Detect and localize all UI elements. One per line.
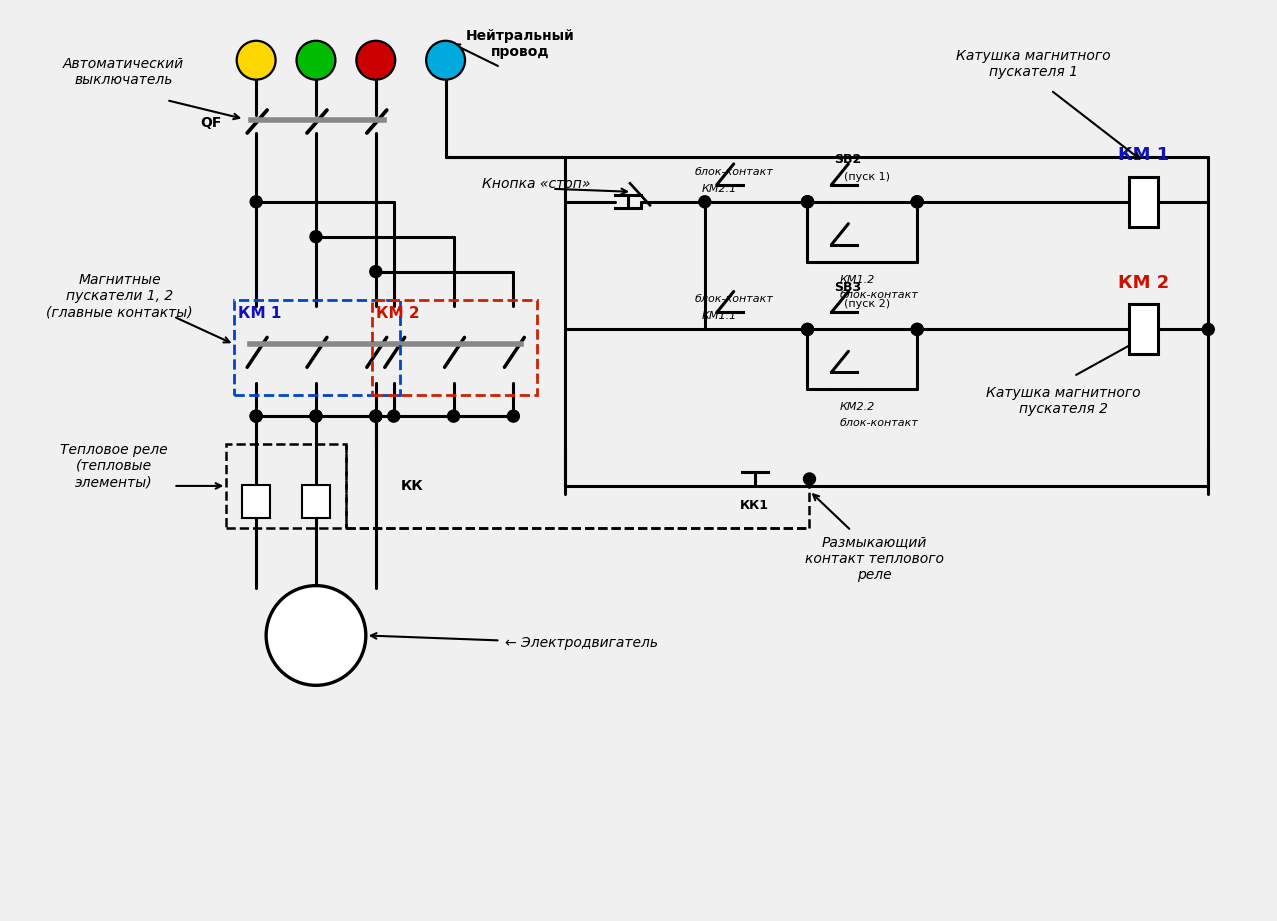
Text: Нейтральный
провод: Нейтральный провод: [466, 29, 575, 59]
Circle shape: [236, 41, 276, 79]
Circle shape: [296, 41, 336, 79]
Text: блок-контакт: блок-контакт: [695, 167, 774, 177]
Bar: [243, 485, 271, 518]
Circle shape: [388, 410, 400, 422]
Circle shape: [912, 323, 923, 335]
Circle shape: [912, 196, 923, 208]
Bar: [226, 444, 346, 528]
Text: КМ1.1: КМ1.1: [702, 311, 737, 321]
Text: блок-контакт: блок-контакт: [695, 295, 774, 305]
Circle shape: [699, 196, 711, 208]
Bar: [372, 300, 538, 395]
Text: Автоматический
выключатель: Автоматический выключатель: [63, 57, 184, 87]
Circle shape: [803, 473, 816, 485]
Text: М: М: [304, 624, 328, 647]
Text: (пуск 2): (пуск 2): [844, 299, 890, 309]
Circle shape: [1202, 323, 1214, 335]
Text: ← Электродвигатель: ← Электродвигатель: [506, 636, 659, 650]
Text: Магнитные
пускатели 1, 2
(главные контакты): Магнитные пускатели 1, 2 (главные контак…: [46, 274, 193, 320]
Text: Катушка магнитного
пускателя 2: Катушка магнитного пускателя 2: [986, 386, 1142, 416]
Bar: [1129, 305, 1158, 355]
Circle shape: [250, 410, 262, 422]
Circle shape: [370, 410, 382, 422]
Circle shape: [427, 41, 465, 79]
Circle shape: [507, 410, 520, 422]
Circle shape: [447, 410, 460, 422]
Text: КМ 2: КМ 2: [375, 306, 419, 321]
Circle shape: [802, 196, 813, 208]
Circle shape: [310, 230, 322, 242]
Text: A: A: [252, 53, 261, 66]
Text: КМ2.2: КМ2.2: [839, 402, 875, 413]
Circle shape: [356, 41, 396, 79]
Text: SB2: SB2: [834, 154, 862, 167]
Circle shape: [370, 410, 382, 422]
Circle shape: [802, 323, 813, 335]
Circle shape: [250, 410, 262, 422]
Text: Размыкающий
контакт теплового
реле: Размыкающий контакт теплового реле: [805, 535, 944, 582]
Text: B: B: [312, 53, 321, 66]
Text: QF: QF: [200, 116, 221, 130]
Text: КМ 1: КМ 1: [239, 306, 282, 321]
Text: КК1: КК1: [741, 499, 769, 512]
Text: блок-контакт: блок-контакт: [839, 290, 918, 300]
Circle shape: [912, 323, 923, 335]
Circle shape: [250, 196, 262, 208]
Circle shape: [266, 586, 365, 685]
Circle shape: [310, 410, 322, 422]
Text: блок-контакт: блок-контакт: [839, 418, 918, 428]
Circle shape: [912, 196, 923, 208]
Text: Кнопка «стоп»: Кнопка «стоп»: [483, 177, 591, 191]
Circle shape: [310, 410, 322, 422]
Text: (пуск 1): (пуск 1): [844, 172, 890, 181]
Text: Тепловое реле
(тепловые
элементы): Тепловое реле (тепловые элементы): [60, 443, 167, 489]
Text: C: C: [372, 53, 381, 66]
Text: КМ 2: КМ 2: [1117, 274, 1170, 292]
Bar: [303, 485, 329, 518]
Text: КМ 1: КМ 1: [1117, 146, 1170, 164]
Circle shape: [370, 265, 382, 277]
Bar: [1129, 177, 1158, 227]
Circle shape: [802, 196, 813, 208]
Bar: [234, 300, 400, 395]
Text: Катушка магнитного
пускателя 1: Катушка магнитного пускателя 1: [956, 49, 1111, 79]
Text: КМ2.1: КМ2.1: [702, 184, 737, 193]
Circle shape: [802, 323, 813, 335]
Text: N: N: [441, 53, 451, 66]
Text: КК: КК: [401, 479, 424, 493]
Text: SB3: SB3: [834, 281, 862, 294]
Text: КМ1.2: КМ1.2: [839, 274, 875, 285]
